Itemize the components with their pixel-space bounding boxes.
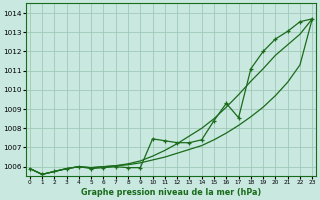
X-axis label: Graphe pression niveau de la mer (hPa): Graphe pression niveau de la mer (hPa) [81,188,261,197]
